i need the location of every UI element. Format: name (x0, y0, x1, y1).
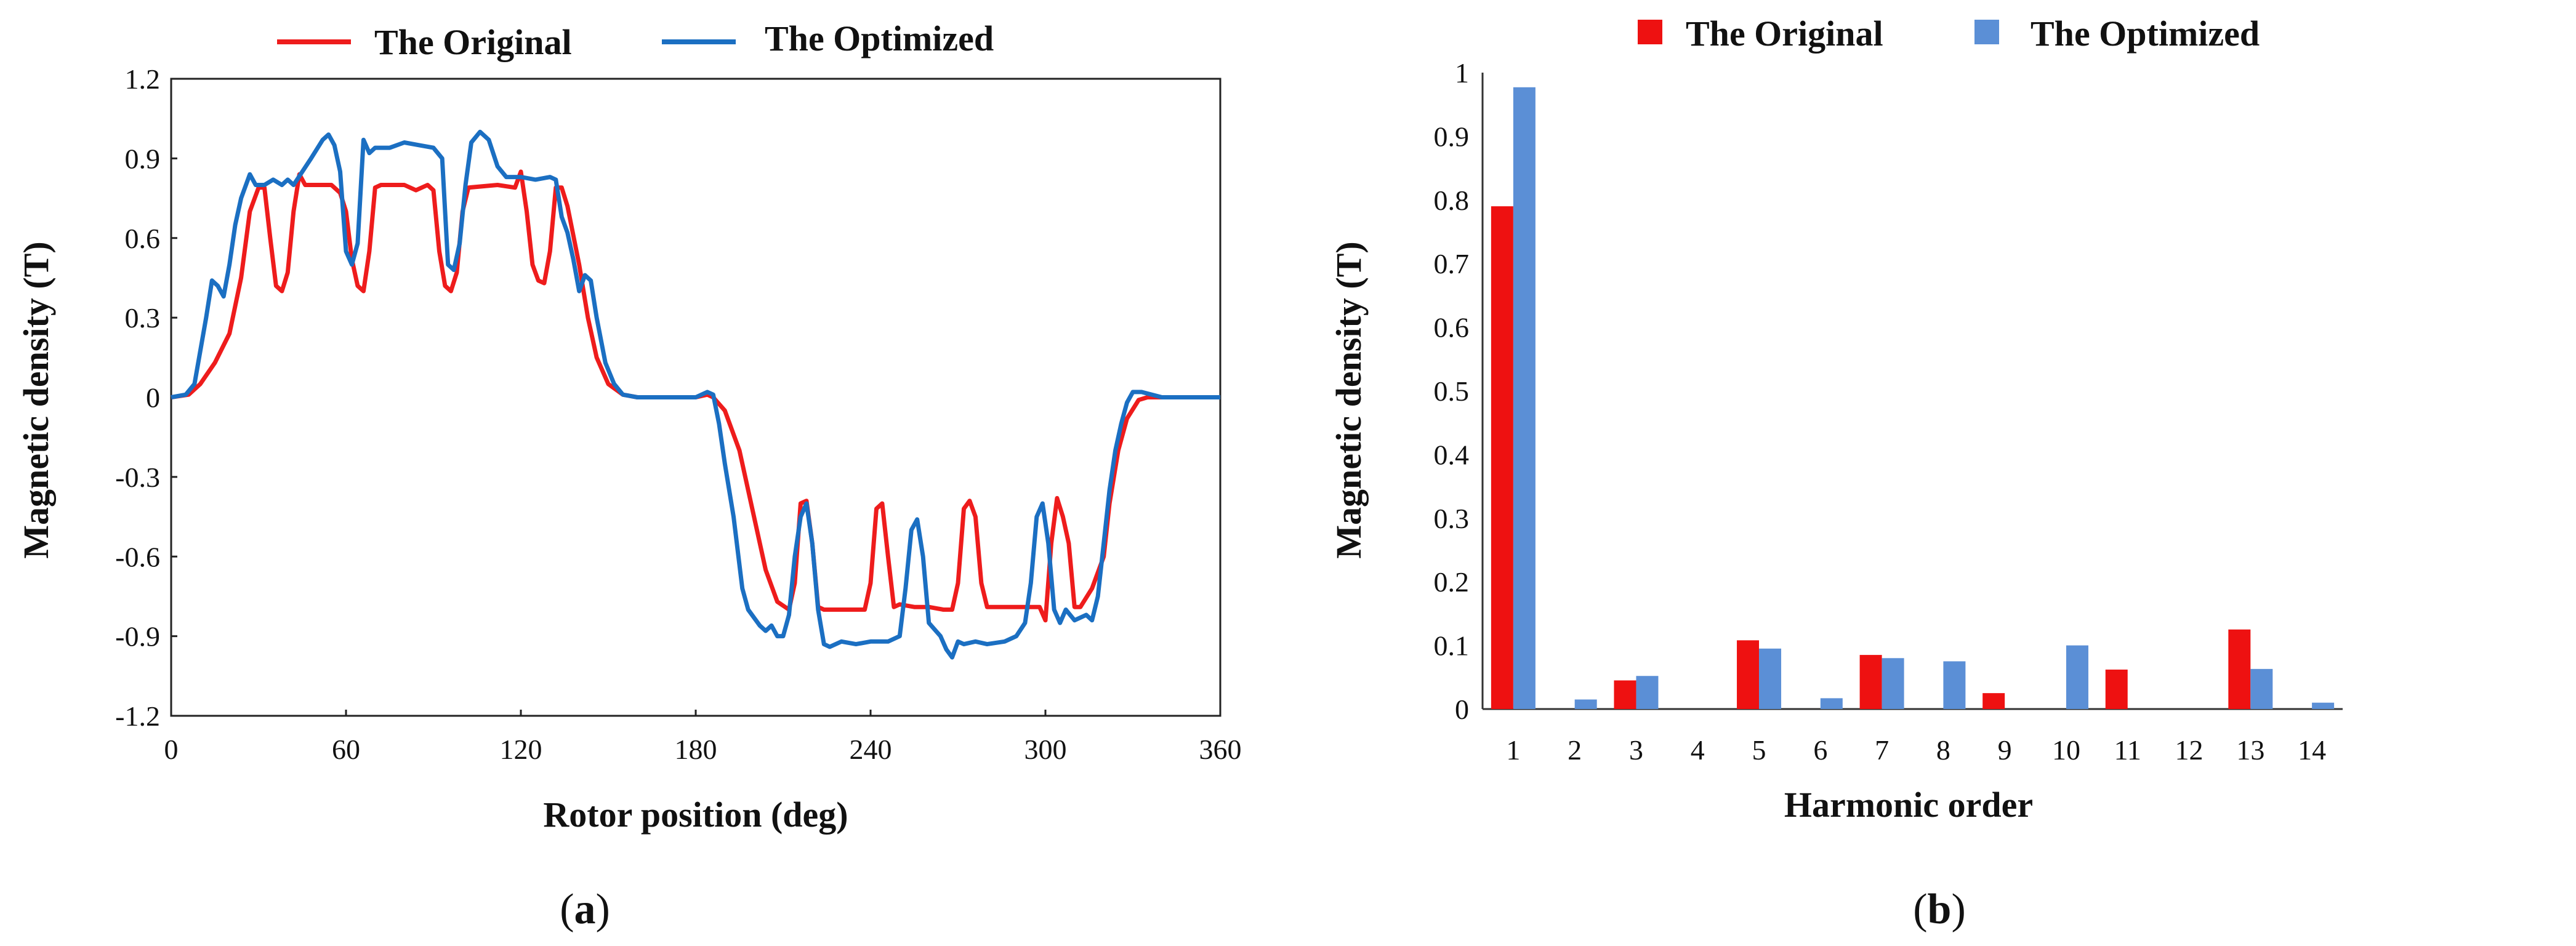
series-line-original (171, 169, 1220, 623)
legend-a: The Original The Optimized (277, 18, 994, 62)
x-tick-label-a: 60 (332, 734, 360, 765)
y-tick-label-a: 0.6 (125, 223, 161, 254)
y-tick-label-b: 0.6 (1434, 312, 1470, 343)
y-tick-label-a: 0 (146, 382, 160, 414)
bar-original (2105, 669, 2128, 709)
x-tick-label-a: 360 (1199, 734, 1242, 765)
legend-label-original-a: The Original (374, 22, 572, 62)
x-tick-label-b: 12 (2175, 734, 2204, 766)
y-axis-title-b: Magnetic density (T) (1329, 241, 1369, 559)
bar-optimized (2250, 668, 2273, 709)
x-tick-label-a: 180 (675, 734, 717, 765)
y-tick-label-b: 0.7 (1434, 248, 1470, 279)
x-tick-label-a: 240 (850, 734, 892, 765)
y-tick-label-b: 0.3 (1434, 503, 1470, 534)
bar-original (1491, 206, 1513, 709)
y-tick-label-b: 0.1 (1434, 630, 1470, 662)
bar-original (1859, 655, 1882, 709)
y-tick-label-a: -0.9 (115, 621, 160, 652)
x-tick-label-a: 0 (164, 734, 179, 765)
x-axis-title-a: Rotor position (deg) (543, 795, 848, 835)
panel-caption-b: (b) (1913, 886, 1966, 933)
legend-swatch-original-b (1638, 20, 1662, 44)
bar-optimized (1820, 698, 1843, 709)
y-tick-label-a: -0.6 (115, 541, 160, 572)
series-line-optimized (171, 129, 1220, 660)
y-tick-label-a: -1.2 (115, 700, 160, 732)
line-chart-panel-a: The Original The Optimized 1.2 0.9 0.6 0.3 0… (16, 18, 1242, 933)
y-tick-label-b: 0.5 (1434, 375, 1470, 407)
bar-optimized (1513, 87, 1536, 710)
y-tick-label-a: -0.3 (115, 462, 160, 493)
x-tick-label-b: 1 (1506, 734, 1520, 766)
bar-optimized (1943, 661, 1966, 709)
panel-caption-b-letter: b (1928, 886, 1952, 933)
x-tick-label-b: 7 (1875, 734, 1889, 766)
y-tick-label-b: 0.2 (1434, 566, 1470, 598)
bar-original (1737, 640, 1760, 709)
x-tick-label-a: 300 (1024, 734, 1067, 765)
x-axis-b: 1 2 3 4 5 6 7 8 9 10 11 12 13 14 (1506, 734, 2326, 766)
bar-optimized (2066, 645, 2088, 709)
bars-b (1491, 87, 2335, 710)
bar-original (1982, 693, 2005, 709)
y-tick-label-b: 0.8 (1434, 185, 1470, 216)
y-axis-a: 1.2 0.9 0.6 0.3 0 -0.3 -0.6 -0.9 -1.2 (115, 63, 177, 732)
y-tick-label-a: 0.3 (125, 302, 161, 334)
bar-optimized (1574, 699, 1597, 709)
x-tick-label-b: 11 (2114, 734, 2141, 766)
bar-chart-panel-b: The Original The Optimized 0 0.1 0.2 0.3 0.4… (1329, 14, 2343, 933)
x-axis-title-b: Harmonic order (1784, 785, 2033, 825)
y-tick-label-a: 1.2 (125, 63, 161, 95)
x-tick-label-b: 14 (2298, 734, 2326, 766)
y-tick-label-a: 0.9 (125, 143, 161, 174)
legend-swatch-optimized-b (1974, 20, 1999, 44)
x-tick-label-b: 8 (1936, 734, 1950, 766)
x-tick-label-b: 13 (2236, 734, 2264, 766)
x-tick-label-b: 5 (1752, 734, 1766, 766)
bar-optimized (1636, 676, 1659, 709)
y-tick-label-b: 0.4 (1434, 439, 1470, 470)
bar-original (1614, 680, 1636, 709)
series-lines-a (171, 129, 1220, 660)
y-axis-title-a: Magnetic density (T) (16, 241, 56, 559)
x-tick-label-b: 9 (1998, 734, 2012, 766)
y-tick-label-b: 0.9 (1434, 121, 1470, 152)
panel-caption-a: (a) (560, 886, 610, 933)
y-tick-label-b: 1 (1455, 57, 1469, 89)
x-tick-label-b: 10 (2052, 734, 2080, 766)
legend-label-optimized-b: The Optimized (2031, 14, 2260, 54)
y-axis-b: 0 0.1 0.2 0.3 0.4 0.5 0.6 0.7 0.8 0.9 1 (1434, 57, 1470, 725)
bar-optimized (1882, 658, 1904, 709)
x-tick-label-b: 2 (1568, 734, 1582, 766)
x-tick-label-b: 3 (1629, 734, 1643, 766)
panel-caption-a-letter: a (574, 886, 596, 933)
x-tick-label-a: 120 (500, 734, 542, 765)
legend-label-original-b: The Original (1686, 14, 1883, 54)
legend-label-optimized-a: The Optimized (765, 18, 994, 58)
bar-optimized (2312, 702, 2335, 709)
y-tick-label-b: 0 (1455, 694, 1469, 725)
legend-b: The Original The Optimized (1638, 14, 2260, 54)
x-axis-a: 0 60 120 180 240 300 360 (164, 710, 1242, 765)
bar-optimized (1759, 648, 1782, 709)
x-tick-label-b: 4 (1691, 734, 1705, 766)
x-tick-label-b: 6 (1813, 734, 1827, 766)
bar-original (2228, 629, 2251, 709)
